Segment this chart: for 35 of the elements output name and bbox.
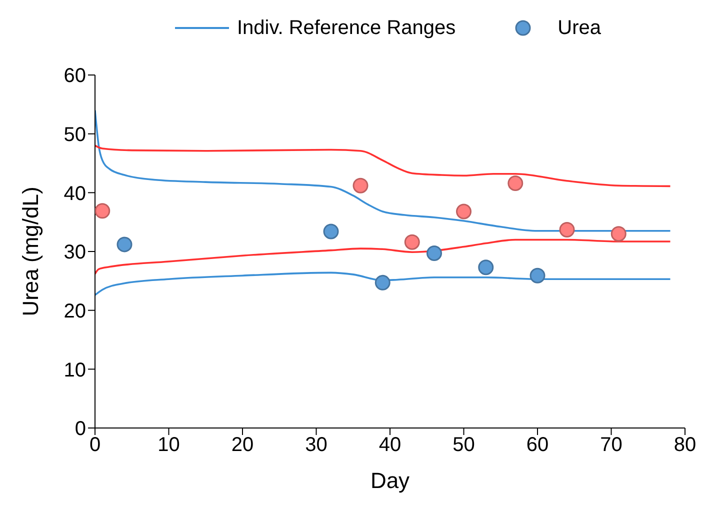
point [323, 224, 339, 240]
y-tick-label: 10 [64, 359, 86, 382]
line-series [95, 144, 672, 188]
y-tick-label: 20 [64, 300, 86, 322]
point [610, 226, 626, 242]
y-tick-label: 30 [64, 242, 86, 264]
point [404, 234, 420, 250]
x-tick-label: 80 [674, 434, 696, 456]
y-axis-title: Urea (mg/dL) [18, 186, 43, 316]
legend-label: Indiv. Reference Ranges [236, 16, 456, 40]
x-tick-label: 50 [452, 434, 475, 456]
x-tick-label: 30 [305, 434, 328, 456]
x-tick-label: 60 [526, 434, 549, 456]
y-tick-label: 50 [64, 124, 86, 146]
point [478, 260, 494, 276]
point [116, 236, 132, 252]
x-axis-title: Day [370, 468, 410, 493]
x-tick-label: 70 [600, 434, 622, 456]
point [508, 176, 524, 192]
point [374, 274, 390, 290]
y-tick-label: 0 [74, 418, 86, 440]
y-tick-label: 60 [64, 65, 86, 88]
point [456, 204, 472, 220]
x-tick-label: 40 [378, 434, 402, 456]
point [559, 222, 575, 238]
legend-label: Urea [558, 16, 601, 40]
point [426, 246, 442, 262]
line-series [95, 109, 672, 232]
y-tick-label: 40 [64, 182, 86, 205]
x-tick-label: 0 [89, 434, 101, 456]
x-tick-label: 20 [231, 434, 254, 456]
point [95, 203, 110, 219]
point [352, 178, 368, 194]
point [530, 268, 546, 284]
x-tick-label: 10 [158, 434, 180, 456]
